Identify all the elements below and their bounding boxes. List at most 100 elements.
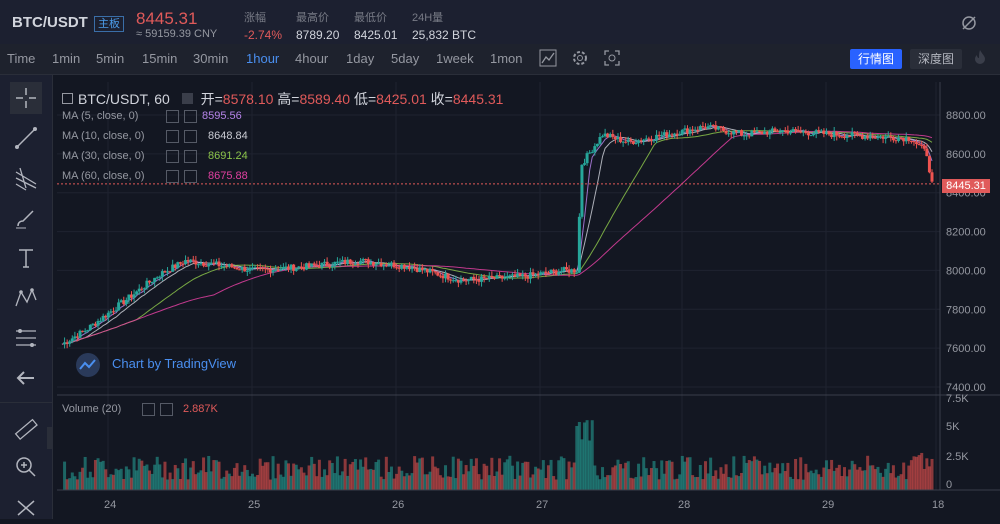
volume-settings[interactable] [142,403,155,416]
volume-bar [806,472,810,490]
flame-icon[interactable] [970,49,990,69]
candle-body [364,259,368,261]
text-tool[interactable] [10,242,42,274]
volume-bar [268,479,272,490]
candle-body [387,265,391,267]
candle-body [312,263,316,266]
tf-5day[interactable]: 5day [391,51,420,66]
candle-body [168,271,172,273]
candle-body [534,273,538,275]
candle-body [737,130,741,133]
zoom-in-icon [16,457,36,477]
candle-body [176,262,180,268]
trendline-tool[interactable] [10,122,42,154]
candle-body [397,267,401,269]
volume-bar [853,464,857,490]
volume-bar [353,459,357,490]
volume-bar [477,474,481,490]
tf-30min[interactable]: 30min [193,51,229,66]
volume-bar [364,457,368,490]
volume-bar [462,474,466,490]
tf-15min[interactable]: 15min [142,51,178,66]
ma60-settings[interactable] [166,170,179,183]
candle-body [500,275,504,279]
candle-body [405,266,409,269]
tf-1min[interactable]: 1min [52,51,81,66]
candle-body [343,259,347,265]
volume-bar [912,456,916,490]
volume-bar [539,469,543,490]
candle-body [418,267,422,272]
candle-body [621,141,625,143]
tf-5min[interactable]: 5min [96,51,125,66]
symbol-name[interactable]: BTC/USDT [12,14,88,31]
candle-body [217,261,221,267]
volume-bar [325,475,329,490]
ma10-settings[interactable] [166,130,179,143]
candle-body [78,330,82,338]
tf-4hour[interactable]: 4hour [295,51,329,66]
ma5-close[interactable] [184,110,197,123]
tf-1week[interactable]: 1week [436,51,474,66]
ruler-tool[interactable] [10,413,42,445]
ma30-settings[interactable] [166,150,179,163]
tf-1day[interactable]: 1day [346,51,375,66]
volume-bar [886,462,890,490]
volume-bar [330,463,334,490]
volume-close[interactable] [160,403,173,416]
candle-body [637,140,641,143]
market-chart-tab[interactable]: 行情图 [850,49,902,69]
volume-bar [274,478,278,490]
volume-bar [925,458,929,490]
collapse-legend-icon[interactable] [62,93,73,104]
candle-body [796,129,800,132]
settings-icon[interactable] [181,93,193,104]
ma10-close[interactable] [184,130,197,143]
volume-bar [680,455,684,490]
hide-icon[interactable] [960,14,978,32]
tf-1hour[interactable]: 1hour [246,51,280,66]
back-tool[interactable] [10,362,42,394]
candle-body [495,275,499,279]
candle-body [616,136,620,140]
ma60-close[interactable] [184,170,197,183]
volume-bar [217,461,221,490]
ma5-settings[interactable] [166,110,179,123]
volume-bar [673,479,677,490]
candle-body [822,130,826,134]
depth-chart-tab[interactable]: 深度图 [910,49,962,69]
fib-tool[interactable] [10,322,42,354]
tradingview-watermark[interactable]: Chart by TradingView [112,356,237,371]
candle-body [68,341,72,344]
volume-bar [184,458,188,490]
gear-icon[interactable] [570,49,590,69]
volume-bar [637,463,641,490]
pitchfork-tool[interactable] [10,162,42,194]
volume-bar [516,461,520,490]
volume-bar [487,475,491,490]
volume-bar [917,455,921,490]
candle-body [361,259,365,261]
candle-body [698,126,702,131]
ma30-close[interactable] [184,150,197,163]
remove-tool[interactable] [10,491,42,523]
volume-bar [624,462,628,490]
screenshot-icon[interactable] [602,49,622,69]
volume-bar [81,467,85,490]
candle-body [727,133,731,135]
volume-bar [171,479,175,490]
zoom-tool[interactable] [10,451,42,483]
brush-tool[interactable] [10,202,42,234]
volume-bar [884,468,888,490]
pattern-tool[interactable] [10,282,42,314]
crosshair-tool[interactable] [10,82,42,114]
indicator-icon[interactable] [538,49,558,69]
candle-body [299,266,303,268]
candle-body [925,148,929,157]
volume-bar [222,476,226,490]
volume-bar [719,467,723,490]
tf-1mon[interactable]: 1mon [490,51,523,66]
collapse-handle[interactable] [47,427,52,449]
candle-body [691,129,695,131]
